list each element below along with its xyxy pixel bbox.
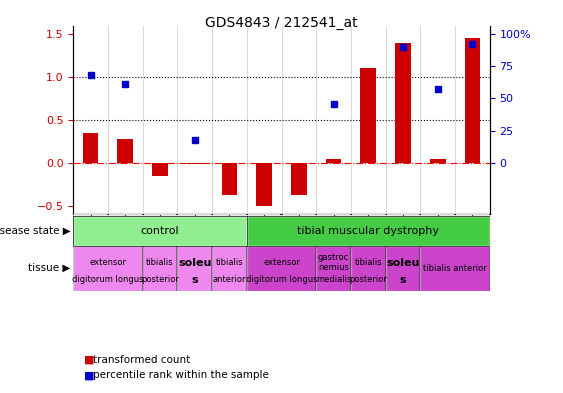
Bar: [395, 43, 411, 163]
Bar: [212, 246, 247, 291]
Text: transformed count: transformed count: [93, 354, 190, 365]
Text: disease state ▶: disease state ▶: [0, 226, 70, 236]
Bar: [177, 246, 212, 291]
Text: tibialis: tibialis: [216, 258, 243, 267]
Text: digitorum longus: digitorum longus: [72, 275, 144, 284]
Text: posterior: posterior: [350, 275, 387, 284]
Text: tibialis anterior: tibialis anterior: [423, 264, 487, 273]
Text: GDS4843 / 212541_at: GDS4843 / 212541_at: [205, 16, 358, 30]
Bar: [316, 246, 351, 291]
Text: soleu: soleu: [386, 258, 419, 268]
Bar: [222, 163, 237, 195]
Text: percentile rank within the sample: percentile rank within the sample: [93, 370, 269, 380]
Bar: [351, 246, 386, 291]
Bar: [386, 246, 421, 291]
Bar: [73, 216, 247, 246]
Bar: [152, 163, 168, 176]
Bar: [464, 39, 480, 163]
Bar: [247, 216, 490, 246]
Bar: [187, 163, 203, 164]
Text: tibialis: tibialis: [146, 258, 174, 267]
Bar: [291, 163, 307, 195]
Text: gastroc
nemius: gastroc nemius: [318, 253, 349, 272]
Bar: [326, 159, 341, 163]
Text: anterior: anterior: [213, 275, 246, 284]
Text: ■: ■: [84, 354, 95, 365]
Text: s: s: [400, 275, 406, 285]
Bar: [73, 246, 142, 291]
Text: tibial muscular dystrophy: tibial muscular dystrophy: [297, 226, 439, 236]
Text: posterior: posterior: [141, 275, 179, 284]
Bar: [247, 246, 316, 291]
Text: tibialis: tibialis: [355, 258, 382, 267]
Text: extensor: extensor: [90, 258, 127, 267]
Bar: [256, 163, 272, 206]
Bar: [83, 133, 99, 163]
Text: control: control: [141, 226, 179, 236]
Text: digitorum longus: digitorum longus: [246, 275, 317, 284]
Text: tissue ▶: tissue ▶: [28, 263, 70, 273]
Text: medialis: medialis: [316, 275, 351, 284]
Text: ■: ■: [84, 370, 95, 380]
Bar: [421, 246, 490, 291]
Bar: [430, 159, 445, 163]
Bar: [142, 246, 177, 291]
Text: s: s: [191, 275, 198, 285]
Text: extensor: extensor: [263, 258, 300, 267]
Bar: [118, 139, 133, 163]
Text: soleu: soleu: [178, 258, 211, 268]
Bar: [360, 68, 376, 163]
